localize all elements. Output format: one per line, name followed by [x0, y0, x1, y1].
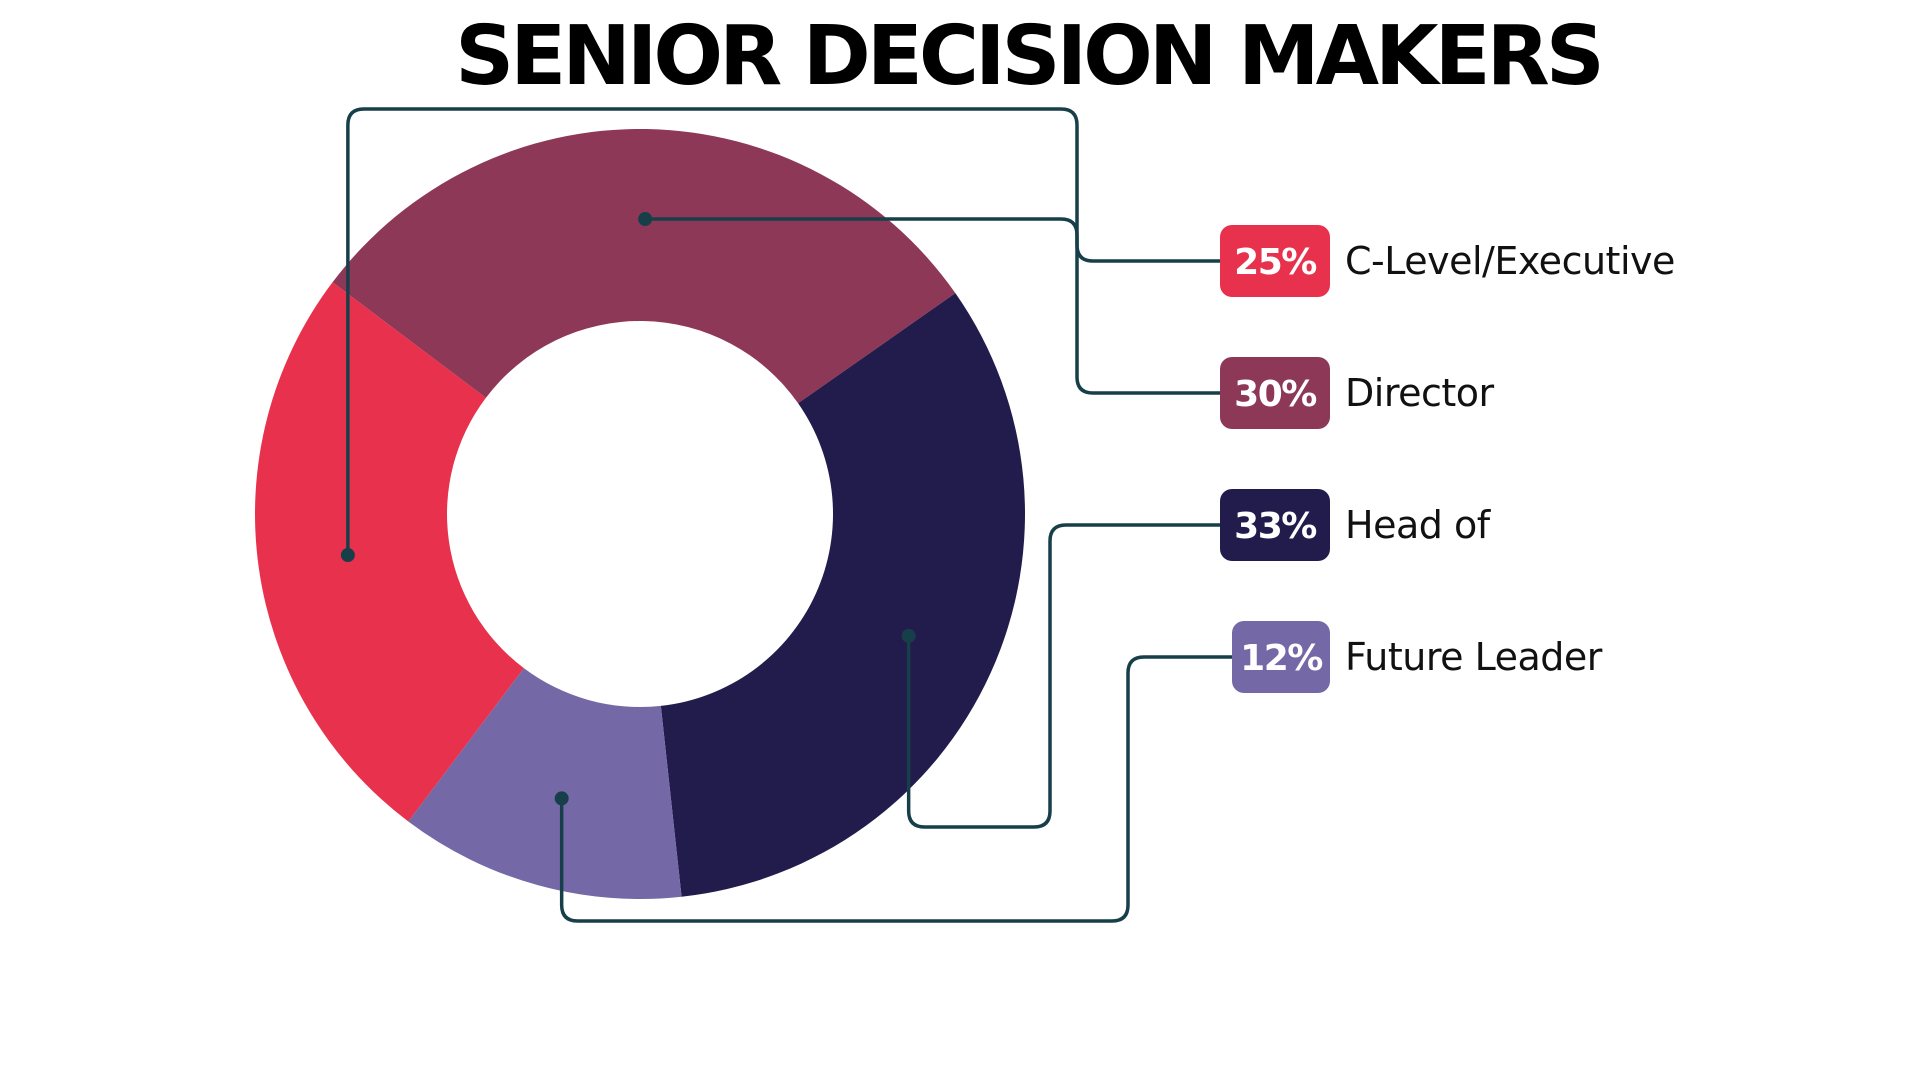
leader-dot-c-level-executive [340, 548, 355, 563]
legend-badge-future-leader [1232, 621, 1330, 693]
legend-badge-director [1220, 357, 1330, 429]
legend: 25% C-Level/Executive 30% Director 33% Head o… [1220, 225, 1675, 693]
leader-lines [340, 107, 1232, 923]
donut-slice-c-level-executive [254, 282, 524, 822]
donut-slice-director [332, 128, 956, 404]
donut-slice-head-of [660, 293, 1025, 897]
legend-value-head-of: 33% [1234, 506, 1316, 547]
legend-badge-head-of [1220, 489, 1330, 561]
legend-value-future-leader: 12% [1240, 638, 1322, 679]
chart-title: SENIOR DECISION MAKERS [455, 9, 1601, 104]
leader-line-future-leader [559, 655, 1232, 923]
leader-dot-head-of [901, 628, 916, 643]
leader-line-c-level-executive [346, 107, 1220, 556]
legend-value-director: 30% [1234, 374, 1316, 415]
legend-label-future-leader: Future Leader [1345, 635, 1603, 679]
donut-slice-future-leader [408, 668, 682, 899]
legend-label-director: Director [1345, 371, 1495, 415]
leader-dot-future-leader [554, 791, 569, 806]
donut-slices [254, 128, 1025, 899]
legend-label-head-of: Head of [1345, 503, 1492, 547]
leader-line-head-of [906, 523, 1220, 829]
leader-dot-director [638, 212, 653, 227]
legend-label-c-level-executive: C-Level/Executive [1345, 239, 1675, 283]
legend-value-c-level-executive: 25% [1234, 242, 1316, 283]
legend-badge-c-level-executive [1220, 225, 1330, 297]
leader-line-director [645, 217, 1220, 395]
